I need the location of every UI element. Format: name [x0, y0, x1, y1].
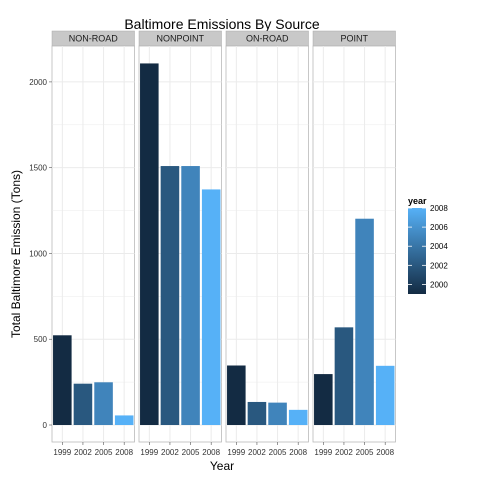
x-tick-label: 1999 [227, 448, 245, 457]
legend: year 2000 2002 2004 2006 2008 [408, 196, 448, 294]
y-tick-label: 0 [43, 421, 48, 430]
bar-point-2005 [355, 218, 374, 425]
y-axis-title: Total Baltimore Emission (Tons) [9, 170, 23, 338]
legend-title: year [408, 196, 427, 206]
y-axis: 0 500 1000 1500 2000 [29, 78, 52, 430]
x-tick-label: 2008 [115, 448, 133, 457]
facet-strip-label: ON-ROAD [246, 34, 289, 44]
bar-on-road-2002 [247, 401, 267, 425]
bar-non-road-2002 [73, 383, 93, 425]
panel-grid [52, 46, 135, 442]
bar-on-road-2005 [268, 402, 287, 425]
y-tick-label: 500 [34, 335, 48, 344]
legend-label: 2008 [430, 204, 448, 213]
y-tick-label: 1500 [29, 164, 47, 173]
facet-strip-label: POINT [340, 34, 368, 44]
facet-strip-label: NONPOINT [156, 34, 204, 44]
bar-nonpoint-2005 [181, 166, 200, 425]
x-tick-label: 1999 [53, 448, 71, 457]
bar-on-road-2008 [288, 409, 308, 425]
bar-on-road-1999 [227, 365, 246, 425]
legend-label: 2002 [430, 261, 448, 270]
x-tick-label: 2002 [74, 448, 92, 457]
x-tick-label: 2002 [335, 448, 353, 457]
x-tick-label: 2005 [95, 448, 113, 457]
facet-strip-label: NON-ROAD [69, 34, 118, 44]
x-tick-label: 2002 [161, 448, 179, 457]
x-tick-label: 2002 [248, 448, 266, 457]
x-tick-label: 2008 [202, 448, 220, 457]
x-tick-label: 1999 [314, 448, 332, 457]
x-axis-title: Year [210, 459, 234, 473]
y-tick-label: 2000 [29, 78, 47, 87]
bar-nonpoint-2002 [160, 166, 180, 425]
chart-title: Baltimore Emissions By Source [124, 16, 320, 32]
legend-colorbar [408, 208, 426, 294]
facet-panel-non-road: NON-ROAD 1999 2002 2005 2008 [51, 30, 135, 457]
bar-nonpoint-1999 [140, 63, 159, 426]
bar-non-road-2008 [114, 415, 134, 425]
bar-point-1999 [314, 374, 333, 425]
bar-non-road-1999 [53, 335, 72, 425]
facet-panel-point: POINT 1999 2002 2005 2008 [312, 30, 396, 457]
x-tick-label: 2008 [289, 448, 307, 457]
x-tick-label: 2005 [269, 448, 287, 457]
x-tick-label: 2005 [182, 448, 200, 457]
bar-point-2008 [375, 365, 395, 425]
x-tick-label: 2008 [376, 448, 394, 457]
legend-label: 2004 [430, 242, 448, 251]
y-tick-label: 1000 [29, 249, 47, 258]
legend-label: 2000 [430, 280, 448, 289]
facet-panel-nonpoint: NONPOINT 1999 2002 2005 2008 [138, 30, 222, 457]
legend-label: 2006 [430, 223, 448, 232]
bar-point-2002 [334, 327, 354, 425]
facet-panel-on-road: ON-ROAD 1999 2002 2005 2008 [225, 30, 309, 457]
x-tick-label: 1999 [140, 448, 158, 457]
bar-nonpoint-2008 [201, 189, 221, 425]
x-tick-label: 2005 [356, 448, 374, 457]
bar-non-road-2005 [94, 382, 113, 425]
